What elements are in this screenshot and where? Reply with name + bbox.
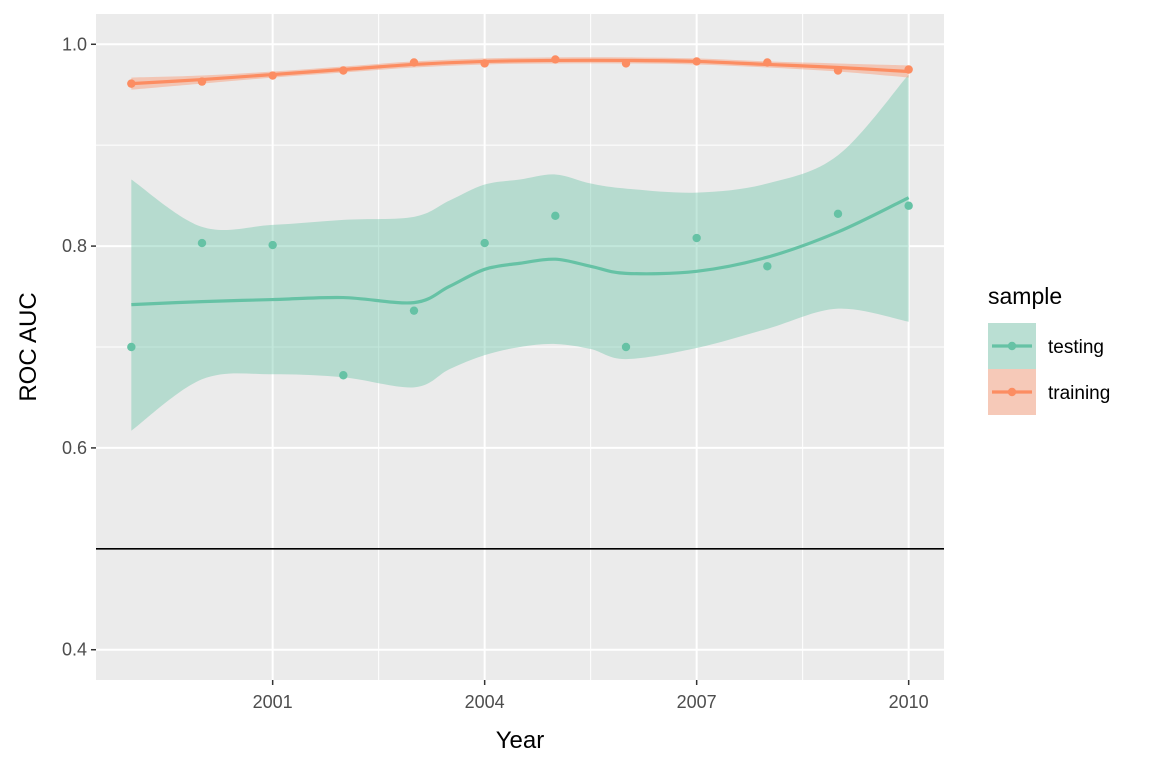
x-tick-label: 2010 [889, 692, 929, 712]
point-testing [551, 211, 560, 221]
y-tick-label: 1.0 [62, 34, 87, 54]
x-tick-label: 2007 [677, 692, 717, 712]
point-training [904, 65, 913, 74]
point-training [268, 71, 277, 80]
point-testing [480, 238, 489, 248]
smooth-line-training [131, 58, 909, 86]
point-training [409, 58, 419, 67]
data-points [127, 55, 913, 380]
legend-label-testing: testing [1048, 337, 1104, 358]
point-testing [127, 342, 136, 352]
ribbon-testing [131, 74, 909, 431]
point-testing [268, 240, 277, 250]
smooth-lines [131, 58, 910, 307]
y-tick-label: 0.4 [62, 640, 87, 660]
point-testing [692, 233, 701, 243]
point-testing [197, 238, 207, 248]
point-testing [339, 371, 348, 380]
point-training [763, 58, 772, 67]
point-testing [833, 209, 843, 218]
smooth-line-testing [131, 196, 910, 307]
point-testing [409, 306, 419, 315]
point-training [339, 66, 348, 75]
point-testing [621, 342, 631, 352]
legend-title: sample [988, 283, 1062, 309]
point-training [197, 77, 207, 86]
legend-key-point [1007, 387, 1017, 397]
point-training [480, 59, 489, 68]
y-axis: 0.4 0.6 0.8 1.0 [62, 34, 96, 660]
point-testing [904, 201, 913, 210]
x-axis: 2001 2004 2007 2010 [253, 680, 929, 712]
y-tick-label: 0.8 [62, 236, 87, 256]
x-tick-label: 2001 [253, 692, 293, 712]
legend: sample testing training [988, 283, 1110, 415]
x-axis-title: Year [496, 727, 545, 754]
y-tick-label: 0.6 [62, 438, 87, 458]
point-training [127, 79, 136, 88]
point-training [621, 59, 631, 68]
major-gridlines [96, 14, 944, 680]
point-training [551, 55, 560, 64]
point-training [833, 66, 843, 75]
y-axis-title: ROC AUC [15, 292, 42, 401]
legend-label-training: training [1048, 383, 1110, 404]
x-tick-label: 2004 [465, 692, 505, 712]
legend-key-point [1007, 341, 1017, 351]
legend-keys: testing training [988, 323, 1110, 415]
point-testing [763, 262, 772, 271]
point-training [692, 57, 701, 66]
